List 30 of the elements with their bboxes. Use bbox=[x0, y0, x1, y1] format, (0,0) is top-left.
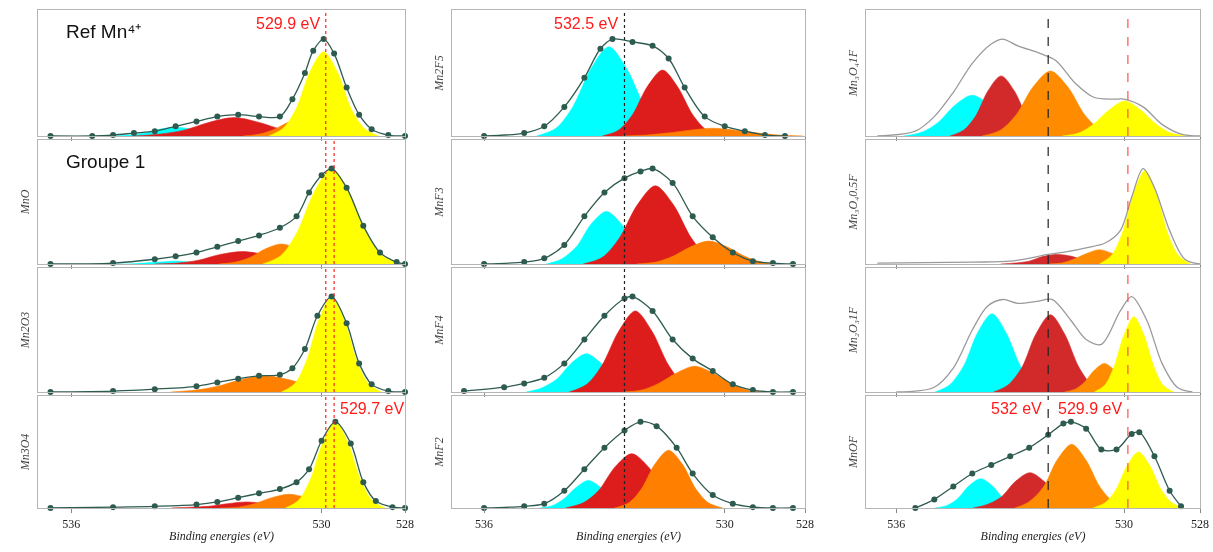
annotation: Groupe 1 bbox=[66, 151, 146, 172]
y-axis-title: MnOF bbox=[846, 435, 861, 469]
x-tick-label: 528 bbox=[1191, 516, 1209, 531]
x-tick-label: 530 bbox=[1115, 516, 1134, 531]
y-axis-title: Mn₃O₄1F bbox=[846, 49, 861, 98]
x-tick-label: 528 bbox=[396, 516, 414, 531]
x-axis-title: Binding energies (eV) bbox=[576, 529, 681, 544]
x-tick-label: 536 bbox=[62, 516, 81, 531]
y-axis-title: Mn₃O₄0.5F bbox=[846, 173, 861, 231]
annotation: Ref Mn⁴⁺ bbox=[66, 21, 142, 42]
y-axis-title: MnO bbox=[18, 189, 33, 216]
x-tick-label: 530 bbox=[715, 516, 734, 531]
x-tick-label: 530 bbox=[312, 516, 331, 531]
ref-line-label: 529.7 eV bbox=[340, 400, 405, 417]
y-axis-title: Mn2F5 bbox=[432, 55, 447, 92]
y-axis-title: MnF2 bbox=[432, 437, 447, 468]
x-tick-label: 536 bbox=[475, 516, 494, 531]
x-axis-title: Binding energies (eV) bbox=[980, 529, 1086, 544]
y-axis-title: Mn₂O₃1F bbox=[846, 306, 861, 355]
y-axis-title: MnF4 bbox=[432, 315, 447, 346]
ref-line-label: 532.5 eV bbox=[554, 15, 619, 32]
ref-line-label: 529.9 eV bbox=[256, 15, 321, 32]
x-tick-label: 528 bbox=[796, 516, 814, 531]
ref-line-label: 532 eV bbox=[991, 400, 1043, 417]
y-axis-title: MnF3 bbox=[432, 187, 447, 218]
x-tick-label: 536 bbox=[887, 516, 906, 531]
ref-line-label: 529.9 eV bbox=[1058, 400, 1123, 417]
y-axis-title: Mn2O3 bbox=[18, 311, 33, 350]
x-axis-title: Binding energies (eV) bbox=[169, 529, 274, 544]
y-axis-title: Mn3O4 bbox=[18, 433, 33, 472]
